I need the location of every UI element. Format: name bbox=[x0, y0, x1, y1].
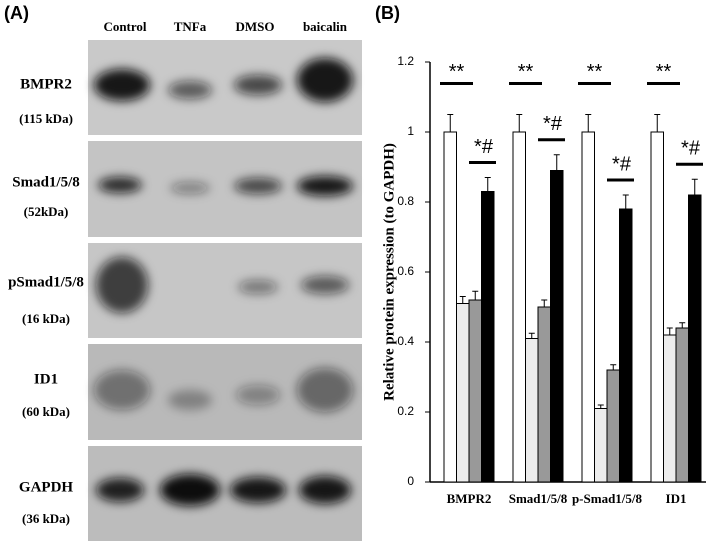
significance-label: *# bbox=[612, 153, 632, 175]
bar bbox=[512, 131, 526, 483]
significance-label: ** bbox=[587, 61, 603, 83]
bar bbox=[619, 208, 633, 483]
bands bbox=[94, 58, 353, 506]
x-tick-label: BMPR2 bbox=[447, 491, 492, 506]
error-bar bbox=[610, 364, 617, 370]
significance-label: ** bbox=[518, 61, 534, 83]
significance-label: *# bbox=[543, 113, 563, 135]
blot-name: pSmad1/5/8 bbox=[8, 274, 84, 290]
error-bar bbox=[553, 154, 560, 171]
error-bar bbox=[472, 290, 479, 300]
bar bbox=[688, 194, 702, 483]
blot-name: BMPR2 bbox=[20, 76, 72, 92]
panel-b: (B) Relative protein expression (to GAPD… bbox=[375, 3, 706, 506]
bar bbox=[663, 334, 677, 483]
x-tick-label: ID1 bbox=[666, 491, 687, 506]
lane-label: TNFa bbox=[174, 19, 207, 34]
error-bar bbox=[666, 327, 673, 335]
x-tick-label: Smad1/5/8 bbox=[509, 491, 568, 506]
error-bar bbox=[541, 299, 548, 307]
bar bbox=[675, 327, 689, 483]
significance-label: ** bbox=[656, 61, 672, 83]
significance-label: *# bbox=[681, 138, 701, 160]
blot-name: GAPDH bbox=[19, 479, 73, 495]
bar bbox=[550, 170, 564, 483]
y-tick-label: 1.2 bbox=[397, 54, 414, 68]
y-tick-label: 0 bbox=[407, 474, 414, 488]
bar bbox=[481, 191, 495, 483]
bar bbox=[443, 131, 457, 483]
error-bar bbox=[528, 332, 535, 339]
y-axis-label: Relative protein expression (to GAPDH) bbox=[381, 143, 397, 401]
blot-name: Smad1/5/8 bbox=[12, 174, 80, 190]
y-tick-label: 0.6 bbox=[397, 264, 414, 278]
bar bbox=[468, 299, 482, 483]
error-bar bbox=[484, 177, 491, 192]
error-bar bbox=[459, 296, 466, 304]
bar bbox=[456, 303, 470, 483]
bar bbox=[606, 369, 620, 483]
error-bar bbox=[654, 114, 661, 132]
y-tick-label: 1 bbox=[407, 124, 414, 138]
error-bar bbox=[679, 322, 686, 328]
error-bar bbox=[585, 114, 592, 132]
blot-size: (52kDa) bbox=[24, 204, 69, 219]
panel-label: (A) bbox=[4, 3, 29, 23]
significance-label: *# bbox=[474, 136, 494, 158]
panel-label: (B) bbox=[375, 3, 400, 23]
error-bar bbox=[516, 114, 523, 132]
error-bar bbox=[622, 194, 629, 209]
error-bar bbox=[597, 404, 604, 409]
y-tick-label: 0.2 bbox=[397, 404, 414, 418]
bar bbox=[525, 338, 539, 483]
lane-label: DMSO bbox=[236, 19, 275, 34]
blot-size: (60 kDa) bbox=[22, 404, 70, 419]
lane-label: baicalin bbox=[303, 19, 348, 34]
blot-size: (115 kDa) bbox=[19, 111, 73, 126]
error-bar bbox=[691, 178, 698, 195]
lane-label: Control bbox=[103, 19, 146, 34]
y-tick-label: 0.4 bbox=[397, 334, 414, 348]
blot-size: (36 kDa) bbox=[22, 511, 70, 526]
error-bar bbox=[447, 114, 454, 132]
y-tick-label: 0.8 bbox=[397, 194, 414, 208]
blot-name: ID1 bbox=[34, 371, 58, 387]
bar bbox=[581, 131, 595, 483]
x-tick-label: p-Smad1/5/8 bbox=[572, 491, 643, 506]
bar bbox=[594, 408, 608, 483]
blot-size: (16 kDa) bbox=[22, 311, 70, 326]
panel-a: (A) Control TNFa DMSO baicalin BMPR2 (11… bbox=[4, 3, 362, 541]
significance-label: ** bbox=[449, 61, 465, 83]
bar bbox=[537, 306, 551, 483]
bar bbox=[650, 131, 664, 483]
